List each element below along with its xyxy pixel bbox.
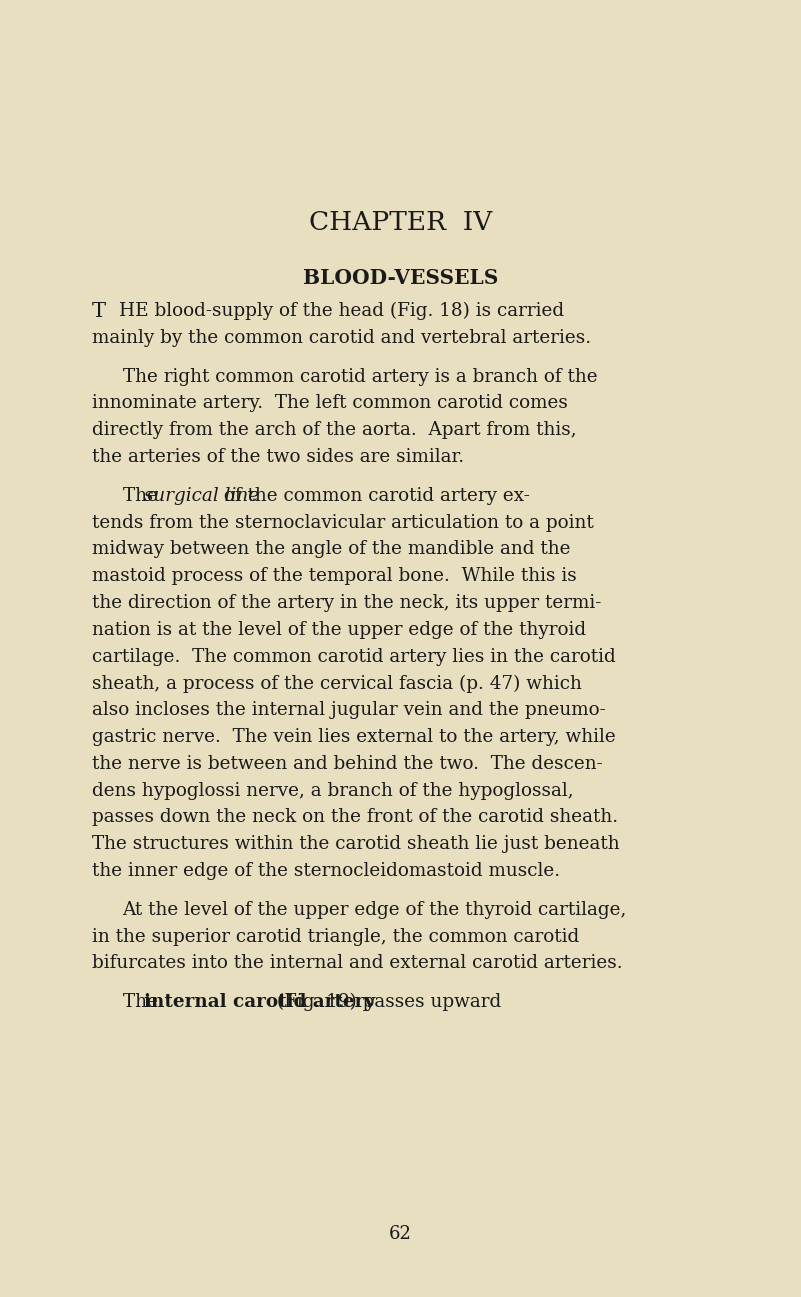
Text: BLOOD-VESSELS: BLOOD-VESSELS [303, 268, 498, 288]
Text: sheath, a process of the cervical fascia (p. 47) which: sheath, a process of the cervical fascia… [92, 674, 582, 693]
Text: the direction of the artery in the neck, its upper termi-: the direction of the artery in the neck,… [92, 594, 602, 612]
Text: the nerve is between and behind the two.  The descen-: the nerve is between and behind the two.… [92, 755, 603, 773]
Text: the inner edge of the sternocleidomastoid muscle.: the inner edge of the sternocleidomastoi… [92, 863, 560, 879]
Text: internal carotid artery: internal carotid artery [144, 994, 376, 1012]
Text: gastric nerve.  The vein lies external to the artery, while: gastric nerve. The vein lies external to… [92, 728, 616, 746]
Text: nation is at the level of the upper edge of the thyroid: nation is at the level of the upper edge… [92, 621, 586, 639]
Text: CHAPTER  IV: CHAPTER IV [309, 210, 492, 235]
Text: The structures within the carotid sheath lie just beneath: The structures within the carotid sheath… [92, 835, 620, 853]
Text: tends from the sternoclavicular articulation to a point: tends from the sternoclavicular articula… [92, 514, 594, 532]
Text: The: The [123, 994, 163, 1012]
Text: bifurcates into the internal and external carotid arteries.: bifurcates into the internal and externa… [92, 955, 622, 973]
Text: the arteries of the two sides are similar.: the arteries of the two sides are simila… [92, 447, 465, 466]
Text: of the common carotid artery ex-: of the common carotid artery ex- [218, 486, 529, 505]
Text: At the level of the upper edge of the thyroid cartilage,: At the level of the upper edge of the th… [123, 901, 627, 918]
Text: HE blood-supply of the head (Fig. 18) is carried: HE blood-supply of the head (Fig. 18) is… [119, 302, 564, 320]
Text: surgical line: surgical line [144, 486, 260, 505]
Text: (Fig. 19) passes upward: (Fig. 19) passes upward [271, 994, 501, 1012]
Text: in the superior carotid triangle, the common carotid: in the superior carotid triangle, the co… [92, 927, 579, 946]
Text: The right common carotid artery is a branch of the: The right common carotid artery is a bra… [123, 367, 598, 385]
Text: innominate artery.  The left common carotid comes: innominate artery. The left common carot… [92, 394, 568, 412]
Text: dens hypoglossi nerve, a branch of the hypoglossal,: dens hypoglossi nerve, a branch of the h… [92, 782, 574, 799]
Text: mainly by the common carotid and vertebral arteries.: mainly by the common carotid and vertebr… [92, 329, 591, 346]
Text: 62: 62 [389, 1224, 412, 1243]
Text: also incloses the internal jugular vein and the pneumo-: also incloses the internal jugular vein … [92, 702, 606, 720]
Text: T: T [92, 302, 107, 320]
Text: cartilage.  The common carotid artery lies in the carotid: cartilage. The common carotid artery lie… [92, 647, 616, 665]
Text: directly from the arch of the aorta.  Apart from this,: directly from the arch of the aorta. Apa… [92, 422, 577, 440]
Text: mastoid process of the temporal bone.  While this is: mastoid process of the temporal bone. Wh… [92, 567, 577, 585]
Text: midway between the angle of the mandible and the: midway between the angle of the mandible… [92, 541, 570, 559]
Text: The: The [123, 486, 163, 505]
Text: passes down the neck on the front of the carotid sheath.: passes down the neck on the front of the… [92, 808, 618, 826]
